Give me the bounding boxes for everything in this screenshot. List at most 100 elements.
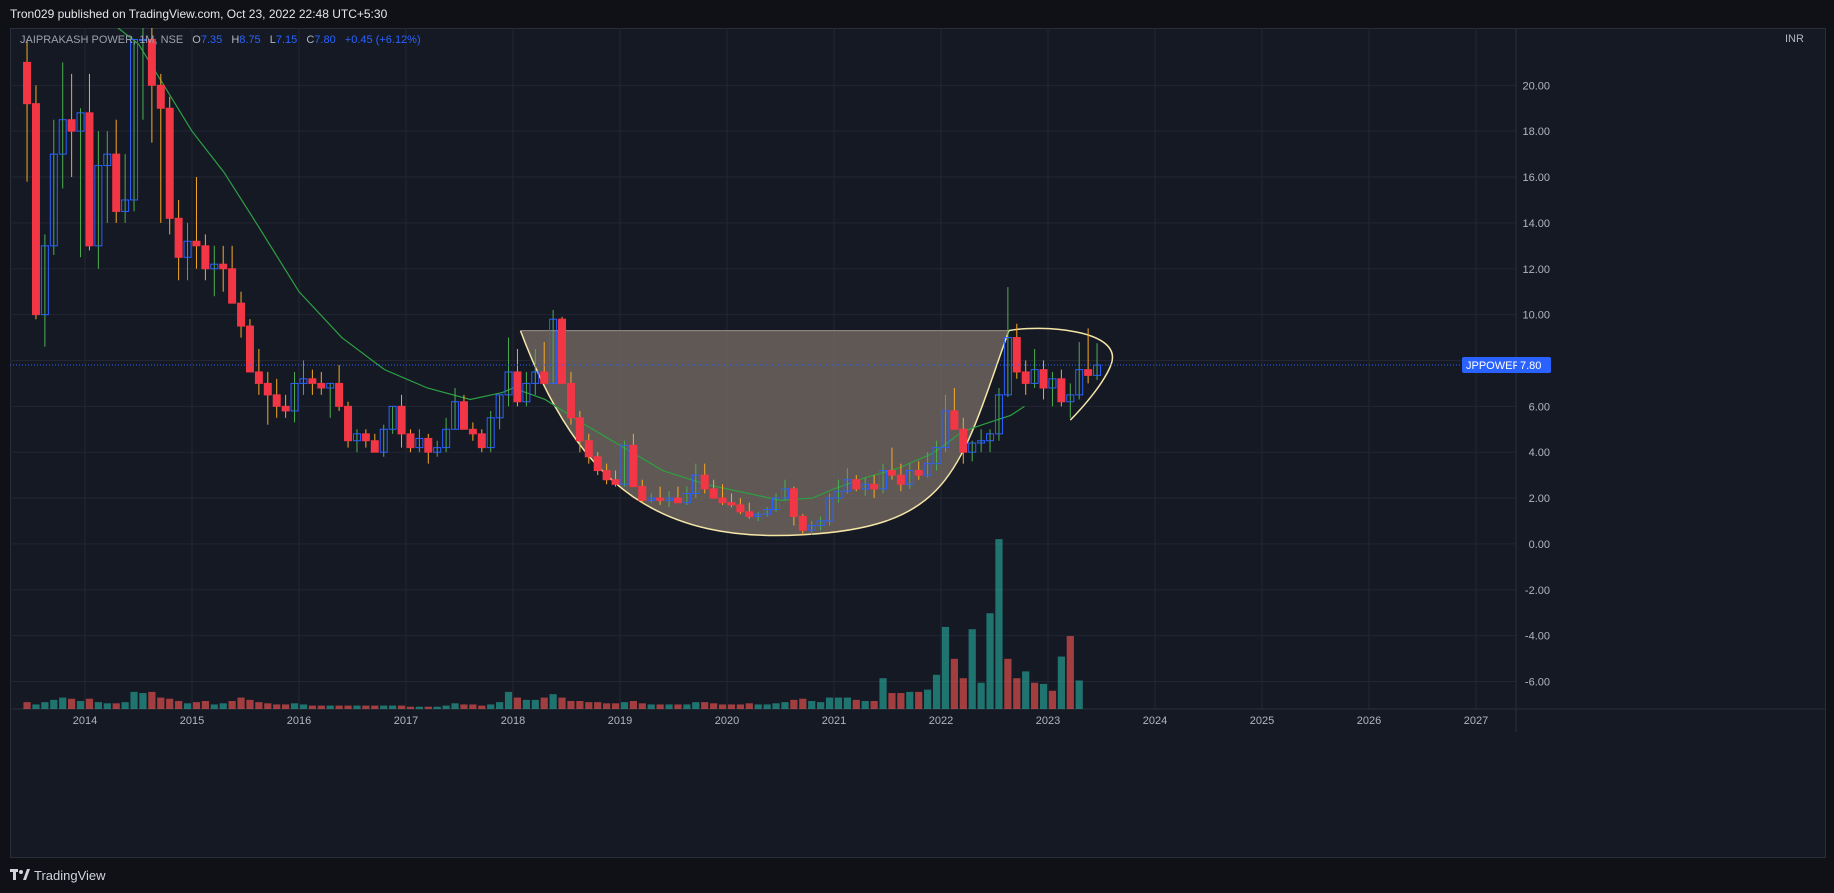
footer-brand[interactable]: TradingView <box>10 864 106 886</box>
y-tick-label: -2.00 <box>1525 585 1550 597</box>
last-price-value-tag <box>1517 357 1551 374</box>
y-tick-label: 0.00 <box>1529 539 1550 551</box>
candle-body <box>834 490 843 499</box>
volume-bar <box>736 704 744 709</box>
candle-body <box>31 103 40 316</box>
candle-body <box>424 437 433 453</box>
candle-body <box>575 417 584 442</box>
candle-body <box>468 428 477 435</box>
volume-bar <box>915 691 923 709</box>
candle-body <box>433 447 442 453</box>
candle-body <box>397 405 406 435</box>
open-label: O <box>192 34 201 46</box>
candle-body <box>1066 394 1075 403</box>
candle-body <box>727 502 736 506</box>
candle-body <box>807 525 816 531</box>
candle-body <box>1012 337 1021 373</box>
candle-body <box>49 153 58 247</box>
price-chart[interactable]: INR -6.00-4.00-2.000.002.004.006.008.001… <box>10 28 1826 858</box>
close-value: 7.80 <box>314 34 336 46</box>
grid-lines <box>10 28 1516 709</box>
volume-bar <box>861 701 869 709</box>
y-tick-label: 20.00 <box>1522 80 1550 92</box>
volume-bar <box>1022 671 1030 709</box>
candle-body <box>540 371 549 384</box>
candle-body <box>370 440 379 453</box>
candle-body <box>477 433 486 449</box>
candle-body <box>1057 378 1066 403</box>
volume-bar <box>540 697 548 709</box>
candle-body <box>165 107 174 219</box>
volume-bar <box>68 698 76 709</box>
volume-bar <box>76 701 85 709</box>
volume-bar <box>344 705 352 709</box>
volume-bar <box>496 702 504 709</box>
candle-body <box>138 38 147 41</box>
candle-body <box>361 433 370 442</box>
candle-body <box>531 371 540 384</box>
candle-body <box>593 456 602 472</box>
volume-bar <box>567 701 575 709</box>
candle-body <box>772 497 781 511</box>
time-axis[interactable]: 2014 2015 2016 2017 2018 2019 2020 2021 2022 2023… <box>10 708 1826 727</box>
volume-bar <box>692 702 700 709</box>
volume-bar <box>362 705 370 709</box>
candle-body <box>700 474 709 490</box>
volume-bar <box>638 703 646 709</box>
candle-body <box>905 470 914 485</box>
candle-body <box>121 199 130 212</box>
x-tick-label: 2018 <box>501 715 525 727</box>
candle-body <box>174 217 183 258</box>
candle-body <box>736 504 745 513</box>
candle-body <box>156 84 165 109</box>
candle-body <box>558 318 567 384</box>
candle-body <box>147 38 156 86</box>
volume-bar <box>701 702 709 709</box>
candle-body <box>994 394 1003 435</box>
moving-average-line <box>117 28 1025 501</box>
volume-bar <box>995 539 1003 709</box>
volume-bar <box>433 706 441 709</box>
volume-bar <box>674 704 682 709</box>
volume-bar <box>531 699 539 709</box>
handle-curve[interactable] <box>1008 327 1114 421</box>
volume-bar <box>255 702 263 709</box>
volume-bar <box>879 678 887 709</box>
volume-bar <box>825 697 834 709</box>
x-tick-label: 2026 <box>1357 715 1381 727</box>
volume-bar <box>112 703 120 709</box>
candle-body <box>388 405 397 430</box>
volume-bar <box>772 703 780 709</box>
cup-handle-pattern[interactable] <box>519 327 1114 537</box>
candle-body <box>789 488 798 517</box>
x-tick-label: 2023 <box>1036 715 1060 727</box>
last-price-symbol: JPPOWER <box>1466 360 1520 372</box>
volume-bar <box>451 703 459 709</box>
brand-name: TradingView <box>34 867 106 883</box>
candle-body <box>861 483 870 490</box>
volume-bar <box>397 705 406 709</box>
y-tick-label: 2.00 <box>1529 493 1550 505</box>
volume-bar <box>1075 680 1083 709</box>
candle-body <box>112 153 121 212</box>
volume-bar <box>264 703 272 709</box>
candle-body <box>763 509 772 515</box>
volume-bar <box>799 698 807 709</box>
volume-bar <box>585 702 593 709</box>
volume-bar <box>611 703 620 709</box>
candle-body <box>816 520 825 527</box>
volume-bar <box>629 701 637 709</box>
volume-bar <box>183 703 192 709</box>
volume-bar <box>94 702 102 709</box>
currency-label: INR <box>1785 33 1804 45</box>
candle-body <box>941 410 950 449</box>
candle-body <box>852 479 861 490</box>
tradingview-logo-icon <box>10 869 30 881</box>
volume-bar <box>522 699 530 709</box>
candle-body <box>549 318 558 384</box>
volume-bar <box>781 702 789 709</box>
candle-body <box>1021 371 1030 384</box>
volume-bar <box>718 704 727 709</box>
candle-body <box>192 240 201 247</box>
price-axis[interactable]: INR -6.00-4.00-2.000.002.004.006.008.001… <box>1515 28 1804 732</box>
